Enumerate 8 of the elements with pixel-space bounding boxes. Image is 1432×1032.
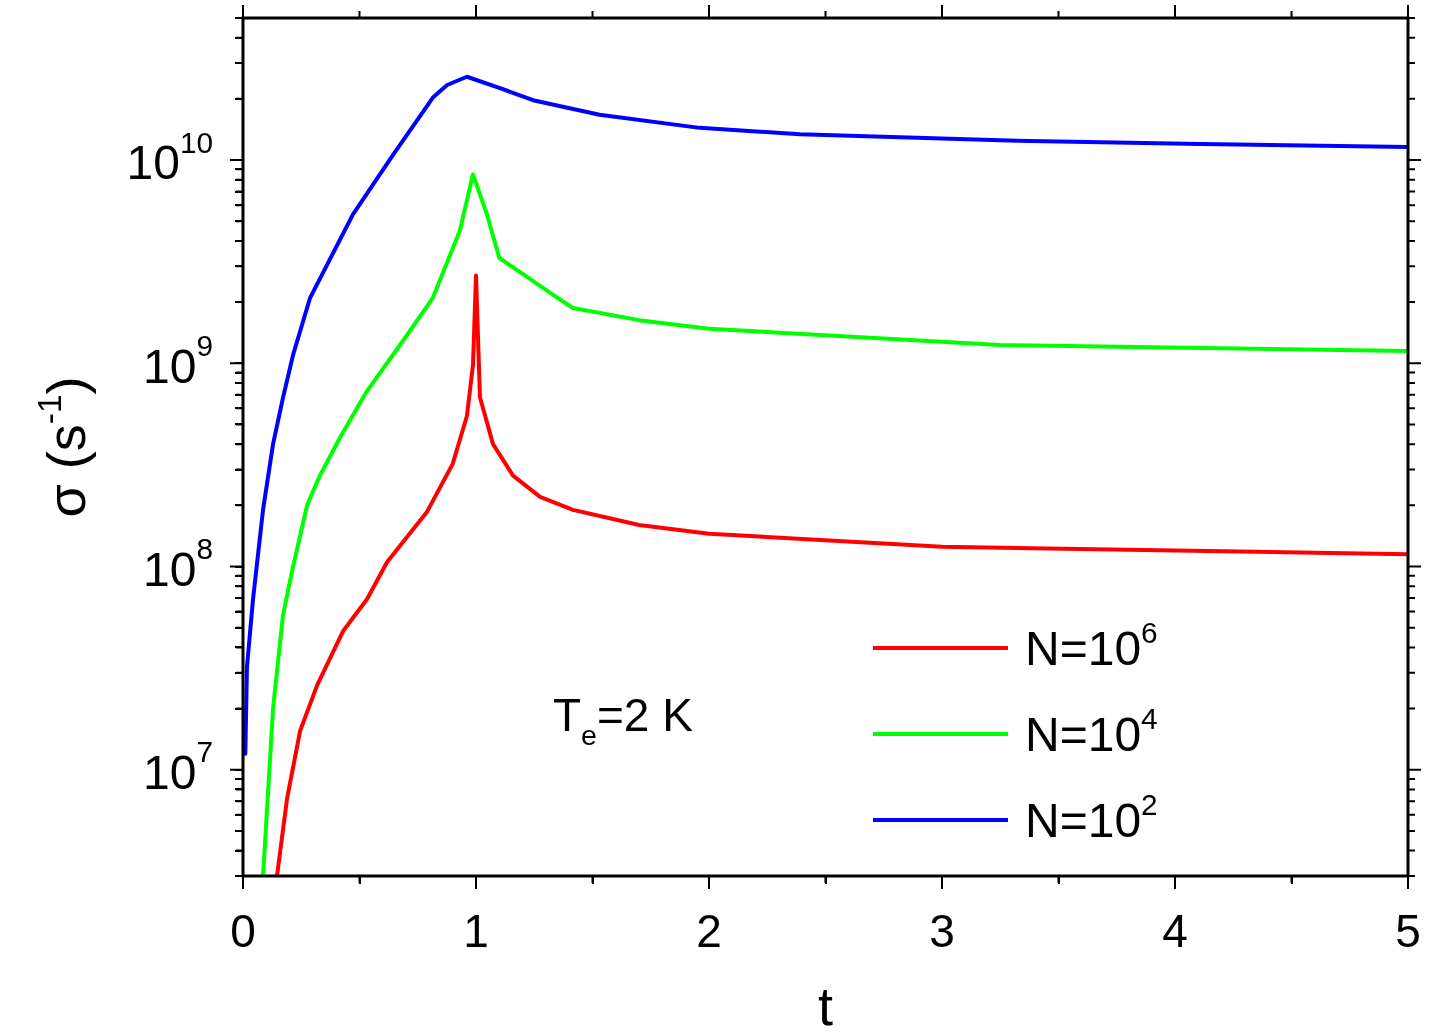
- x-tick-label: 1: [463, 904, 489, 957]
- x-axis-title: t: [818, 976, 834, 1032]
- x-tick-label: 5: [1395, 904, 1421, 957]
- y-axis-title: σ (s-1): [30, 376, 96, 518]
- x-tick-label: 2: [696, 904, 722, 957]
- x-tick-label: 4: [1162, 904, 1188, 957]
- x-tick-label: 3: [929, 904, 955, 957]
- x-tick-label: 0: [230, 904, 256, 957]
